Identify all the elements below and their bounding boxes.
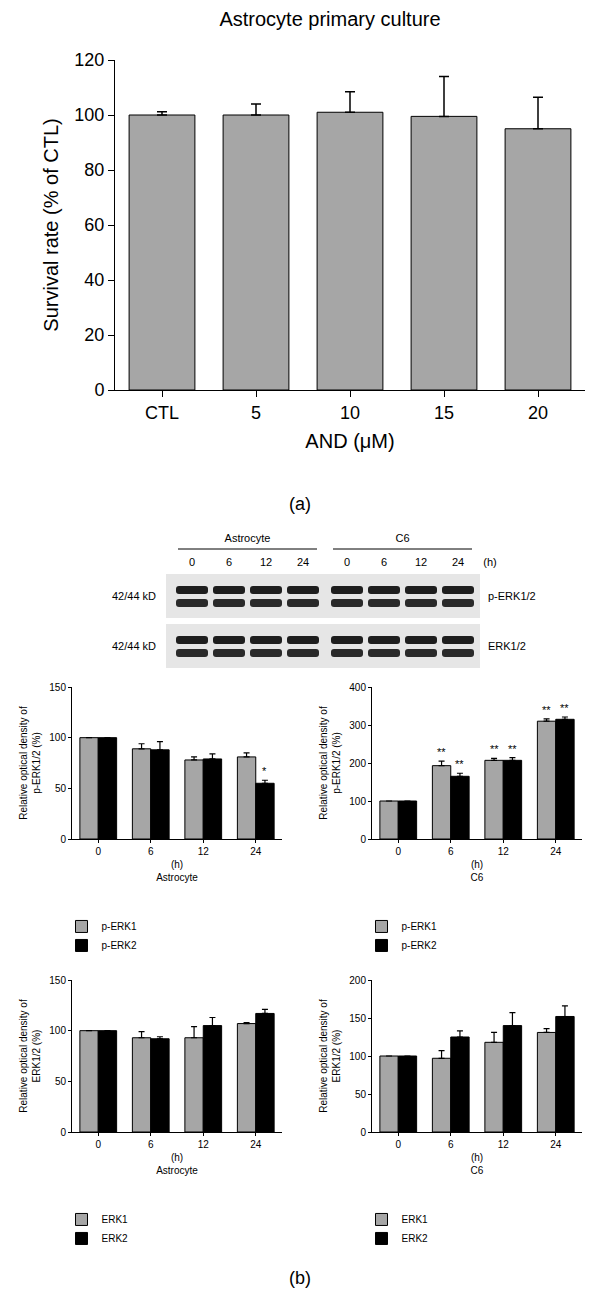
svg-text:0: 0 xyxy=(395,846,401,857)
svg-text:**: ** xyxy=(560,702,569,714)
svg-text:150: 150 xyxy=(349,1013,366,1024)
svg-text:(h)C6: (h)C6 xyxy=(471,1152,484,1176)
svg-text:60: 60 xyxy=(84,215,104,235)
svg-text:150: 150 xyxy=(49,975,66,986)
svg-text:p-ERK2: p-ERK2 xyxy=(102,940,137,951)
svg-text:0: 0 xyxy=(95,846,101,857)
svg-text:0: 0 xyxy=(94,380,104,400)
svg-text:6: 6 xyxy=(448,1139,454,1150)
svg-text:Astrocyte: Astrocyte xyxy=(225,532,271,544)
svg-text:20: 20 xyxy=(84,325,104,345)
svg-text:24: 24 xyxy=(250,846,262,857)
svg-text:40: 40 xyxy=(84,270,104,290)
svg-text:400: 400 xyxy=(349,682,366,693)
svg-text:100: 100 xyxy=(349,796,366,807)
svg-text:(h)C6: (h)C6 xyxy=(471,859,484,883)
svg-text:ERK2: ERK2 xyxy=(102,1233,129,1244)
svg-text:100: 100 xyxy=(49,732,66,743)
svg-text:24: 24 xyxy=(250,1139,262,1150)
svg-text:12: 12 xyxy=(498,1139,510,1150)
svg-text:6: 6 xyxy=(148,1139,154,1150)
svg-text:6: 6 xyxy=(448,846,454,857)
svg-text:p-ERK1/2: p-ERK1/2 xyxy=(488,590,536,602)
svg-text:Astrocyte primary culture: Astrocyte primary culture xyxy=(219,8,440,30)
svg-text:100: 100 xyxy=(349,1051,366,1062)
svg-text:300: 300 xyxy=(349,720,366,731)
svg-text:0: 0 xyxy=(360,834,366,845)
svg-text:0: 0 xyxy=(344,556,350,568)
svg-text:5: 5 xyxy=(251,403,261,423)
svg-text:p-ERK1: p-ERK1 xyxy=(402,921,437,932)
svg-text:p-ERK2: p-ERK2 xyxy=(402,940,437,951)
svg-text:(h): (h) xyxy=(483,556,496,568)
svg-text:0: 0 xyxy=(95,1139,101,1150)
svg-text:12: 12 xyxy=(198,1139,210,1150)
svg-text:50: 50 xyxy=(55,783,67,794)
svg-text:**: ** xyxy=(437,746,446,758)
svg-text:0: 0 xyxy=(395,1139,401,1150)
svg-text:ERK2: ERK2 xyxy=(402,1233,429,1244)
svg-text:*: * xyxy=(262,765,267,777)
svg-text:120: 120 xyxy=(74,50,104,70)
svg-text:C6: C6 xyxy=(395,532,409,544)
svg-text:6: 6 xyxy=(381,556,387,568)
svg-text:0: 0 xyxy=(60,834,66,845)
svg-text:50: 50 xyxy=(55,1076,67,1087)
svg-text:**: ** xyxy=(455,758,464,770)
svg-text:42/44 kD: 42/44 kD xyxy=(112,640,156,652)
svg-text:12: 12 xyxy=(260,556,272,568)
svg-text:80: 80 xyxy=(84,160,104,180)
svg-text:**: ** xyxy=(508,743,517,755)
svg-text:6: 6 xyxy=(226,556,232,568)
svg-text:12: 12 xyxy=(498,846,510,857)
svg-text:Relative optical density ofp-E: Relative optical density ofp-ERK1/2 (%) xyxy=(18,706,42,820)
svg-text:6: 6 xyxy=(148,846,154,857)
svg-text:Survival rate (% of CTL): Survival rate (% of CTL) xyxy=(40,118,62,331)
svg-text:100: 100 xyxy=(49,1025,66,1036)
svg-text:20: 20 xyxy=(528,403,548,423)
svg-text:ERK1: ERK1 xyxy=(102,1214,129,1225)
svg-text:**: ** xyxy=(490,743,499,755)
svg-text:ERK1: ERK1 xyxy=(402,1214,429,1225)
svg-text:(h)Astrocyte: (h)Astrocyte xyxy=(156,1152,198,1176)
svg-text:10: 10 xyxy=(340,403,360,423)
svg-text:Relative optical density ofERK: Relative optical density ofERK1/2 (%) xyxy=(18,999,42,1113)
svg-text:50: 50 xyxy=(355,1089,367,1100)
svg-text:0: 0 xyxy=(360,1127,366,1138)
svg-text:(h)Astrocyte: (h)Astrocyte xyxy=(156,859,198,883)
svg-text:12: 12 xyxy=(198,846,210,857)
svg-text:24: 24 xyxy=(297,556,309,568)
svg-text:Relative optical density ofp-E: Relative optical density ofp-ERK1/2 (%) xyxy=(318,706,342,820)
svg-text:0: 0 xyxy=(189,556,195,568)
svg-text:ERK1/2: ERK1/2 xyxy=(488,640,526,652)
svg-text:p-ERK1: p-ERK1 xyxy=(102,921,137,932)
svg-text:15: 15 xyxy=(434,403,454,423)
svg-text:0: 0 xyxy=(60,1127,66,1138)
svg-text:150: 150 xyxy=(49,682,66,693)
svg-text:**: ** xyxy=(542,704,551,716)
svg-text:12: 12 xyxy=(415,556,427,568)
svg-text:24: 24 xyxy=(452,556,464,568)
svg-text:CTL: CTL xyxy=(145,403,179,423)
svg-text:200: 200 xyxy=(349,975,366,986)
svg-text:200: 200 xyxy=(349,758,366,769)
svg-text:24: 24 xyxy=(550,846,562,857)
svg-text:100: 100 xyxy=(74,105,104,125)
html-text:(a): (a) xyxy=(289,494,311,514)
svg-text:AND (μM): AND (μM) xyxy=(305,430,394,452)
svg-text:42/44 kD: 42/44 kD xyxy=(112,590,156,602)
html-text:(b): (b) xyxy=(289,1268,311,1288)
svg-text:Relative optical density ofERK: Relative optical density ofERK1/2 (%) xyxy=(318,999,342,1113)
svg-text:24: 24 xyxy=(550,1139,562,1150)
